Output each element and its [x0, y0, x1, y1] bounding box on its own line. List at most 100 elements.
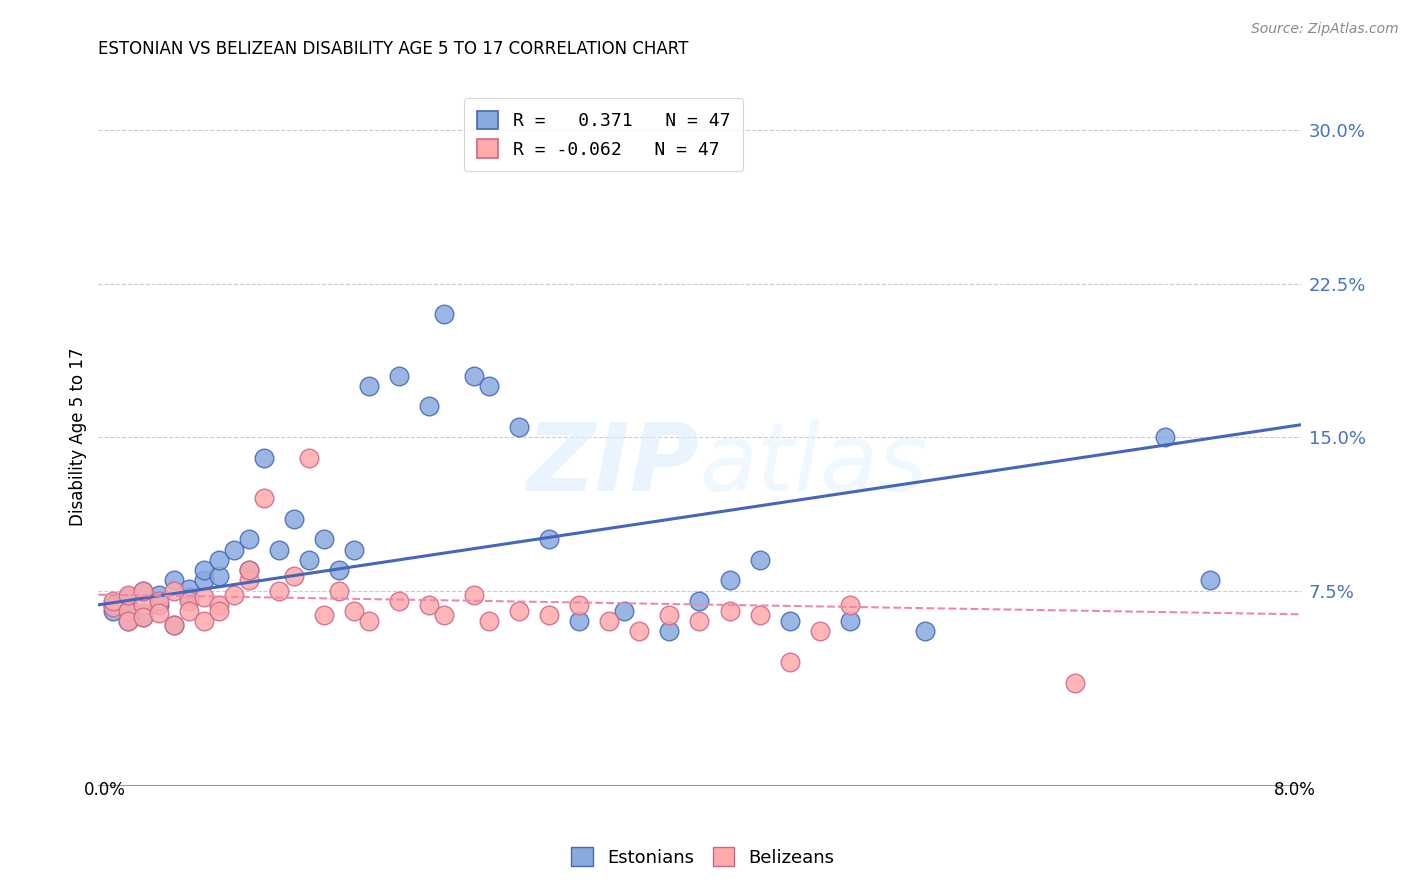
Point [283, 569, 305, 583]
Legend: R =   0.371   N = 47, R = -0.062   N = 47: R = 0.371 N = 47, R = -0.062 N = 47 [464, 98, 742, 171]
Point [177, 582, 200, 596]
Text: 0.0%: 0.0% [83, 780, 125, 799]
Point [132, 606, 155, 620]
Point [328, 583, 350, 598]
Text: atlas: atlas [699, 419, 928, 510]
Point [748, 553, 770, 567]
Point [688, 614, 710, 628]
Point [808, 624, 831, 639]
Point [283, 512, 305, 526]
Point [463, 588, 485, 602]
Point [148, 598, 170, 612]
Point [253, 450, 276, 465]
Point [132, 610, 155, 624]
Point [267, 583, 290, 598]
Point [253, 491, 276, 506]
Point [418, 400, 440, 414]
Point [117, 614, 139, 628]
Point [1154, 430, 1177, 444]
Point [433, 608, 456, 623]
Point [779, 614, 801, 628]
Point [222, 542, 245, 557]
Point [222, 588, 245, 602]
Point [132, 583, 155, 598]
Point [658, 624, 681, 639]
Point [508, 420, 530, 434]
Point [388, 368, 411, 383]
Point [193, 590, 215, 604]
Point [208, 604, 231, 618]
Point [779, 655, 801, 669]
Point [914, 624, 936, 639]
Point [267, 542, 290, 557]
Point [117, 588, 139, 602]
Point [117, 604, 139, 618]
Point [538, 533, 561, 547]
Point [433, 307, 456, 321]
Point [177, 594, 200, 608]
Point [238, 574, 260, 588]
Point [117, 594, 139, 608]
Text: Source: ZipAtlas.com: Source: ZipAtlas.com [1251, 22, 1399, 37]
Point [238, 563, 260, 577]
Point [193, 574, 215, 588]
Legend: Estonians, Belizeans: Estonians, Belizeans [564, 840, 842, 874]
Point [103, 599, 125, 614]
Point [312, 608, 335, 623]
Point [568, 598, 591, 612]
Point [343, 542, 366, 557]
Point [343, 604, 366, 618]
Point [103, 604, 125, 618]
Point [132, 610, 155, 624]
Point [568, 614, 591, 628]
Point [718, 604, 741, 618]
Point [538, 608, 561, 623]
Text: ZIP: ZIP [527, 419, 699, 511]
Point [148, 594, 170, 608]
Point [193, 563, 215, 577]
Point [162, 618, 184, 632]
Point [132, 583, 155, 598]
Point [238, 563, 260, 577]
Point [478, 379, 501, 393]
Point [418, 598, 440, 612]
Point [357, 379, 380, 393]
Point [132, 598, 155, 612]
Point [208, 569, 231, 583]
Point [658, 608, 681, 623]
Point [613, 604, 636, 618]
Text: ESTONIAN VS BELIZEAN DISABILITY AGE 5 TO 17 CORRELATION CHART: ESTONIAN VS BELIZEAN DISABILITY AGE 5 TO… [98, 40, 689, 58]
Point [117, 614, 139, 628]
Point [357, 614, 380, 628]
Point [508, 604, 530, 618]
Point [148, 588, 170, 602]
Point [718, 574, 741, 588]
Point [328, 563, 350, 577]
Point [463, 368, 485, 383]
Point [838, 614, 860, 628]
Point [177, 604, 200, 618]
Point [177, 590, 200, 604]
Point [478, 614, 501, 628]
Point [208, 553, 231, 567]
Point [628, 624, 651, 639]
Point [103, 594, 125, 608]
Y-axis label: Disability Age 5 to 17: Disability Age 5 to 17 [69, 348, 87, 526]
Point [117, 590, 139, 604]
Point [598, 614, 620, 628]
Point [1064, 675, 1087, 690]
Point [238, 533, 260, 547]
Point [298, 553, 321, 567]
Point [298, 450, 321, 465]
Point [748, 608, 770, 623]
Point [1199, 574, 1222, 588]
Point [103, 598, 125, 612]
Point [688, 594, 710, 608]
Point [148, 606, 170, 620]
Point [162, 574, 184, 588]
Point [312, 533, 335, 547]
Point [208, 598, 231, 612]
Point [838, 598, 860, 612]
Point [193, 614, 215, 628]
Point [388, 594, 411, 608]
